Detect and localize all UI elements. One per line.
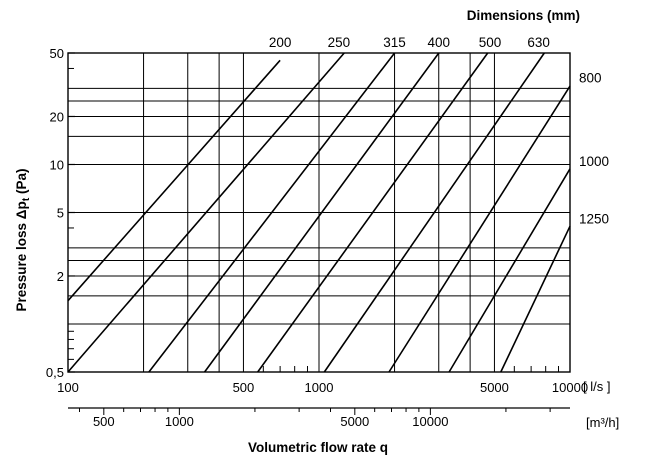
dimension-label-250: 250 — [328, 35, 351, 50]
y-axis-label-subscript: t — [20, 197, 32, 201]
dimension-label-200: 200 — [269, 35, 292, 50]
legend-title: Dimensions (mm) — [467, 8, 580, 23]
axis-ticks — [68, 52, 570, 415]
series-line-200 — [67, 59, 281, 302]
dimension-label-1000: 1000 — [579, 154, 609, 169]
x-tick-label: 10000 — [552, 380, 588, 395]
y-tick-label: 20 — [50, 109, 64, 124]
x-tick-label: 1000 — [305, 380, 334, 395]
dimension-label-800: 800 — [579, 71, 602, 86]
series-line-400 — [203, 52, 440, 373]
y-axis-label-main: Pressure loss Δp — [14, 201, 29, 311]
dimension-label-315: 315 — [383, 35, 406, 50]
dimension-label-400: 400 — [427, 35, 450, 50]
tick-labels: 100 500 1000 5000 10000 0,5 2 5 10 20 50 500 1000 500… — [46, 46, 588, 429]
x-tick-label: 500 — [233, 380, 255, 395]
y-tick-label: 10 — [50, 157, 64, 172]
secondary-x-tick-label: 10000 — [412, 414, 448, 429]
dimension-lines — [67, 52, 571, 373]
dimension-label-1250: 1250 — [579, 211, 609, 226]
x-unit-label: [ l/s ] — [583, 379, 610, 394]
x-tick-label: 100 — [57, 380, 79, 395]
series-line-250 — [67, 52, 345, 373]
dimension-label-630: 630 — [527, 35, 550, 50]
series-line-315 — [148, 52, 396, 373]
series-line-500 — [257, 52, 489, 373]
series-line-800 — [388, 85, 571, 373]
series-line-630 — [323, 52, 545, 373]
secondary-x-tick-label: 1000 — [165, 414, 194, 429]
series-line-1250 — [500, 225, 571, 373]
series-line-1000 — [448, 168, 571, 373]
dimension-label-500: 500 — [479, 35, 502, 50]
y-axis-label-unit: (Pa) — [14, 168, 29, 197]
y-tick-label: 5 — [57, 206, 64, 221]
secondary-x-tick-label: 5000 — [340, 414, 369, 429]
secondary-x-unit-label: [m³/h] — [586, 415, 619, 430]
secondary-x-tick-label: 500 — [93, 414, 115, 429]
secondary-x-axis-label: Volumetric flow rate q — [248, 440, 388, 455]
x-tick-label: 5000 — [480, 380, 509, 395]
y-tick-label: 0,5 — [46, 365, 64, 380]
dimension-labels: 200 250 315 400 500 630 800 1000 1250 — [269, 35, 609, 226]
y-tick-label: 50 — [50, 46, 64, 61]
y-tick-label: 2 — [57, 269, 64, 284]
grid — [68, 53, 570, 372]
y-axis-label: Pressure loss Δpt (Pa) — [14, 168, 32, 311]
